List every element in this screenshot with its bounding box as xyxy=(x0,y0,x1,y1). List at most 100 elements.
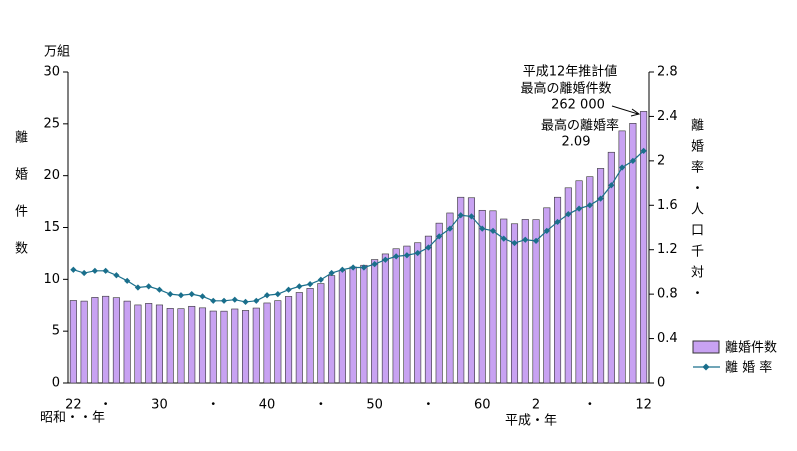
bar xyxy=(328,275,336,384)
y-tick-label: 25 xyxy=(43,116,60,131)
bar xyxy=(607,151,615,384)
rate-marker xyxy=(210,297,217,304)
bar xyxy=(586,176,594,384)
bar xyxy=(198,307,207,384)
y2-tick-label: 1.2 xyxy=(657,242,678,257)
x-tick-label: ・ xyxy=(207,398,220,413)
rate-marker xyxy=(350,264,357,271)
bar xyxy=(500,218,508,384)
bar xyxy=(629,123,637,384)
y2-tick-label: 2.4 xyxy=(657,109,678,124)
rate-marker xyxy=(328,269,335,277)
y2-tick-label: 0 xyxy=(657,376,665,391)
rate-marker xyxy=(91,267,99,274)
rate-marker xyxy=(231,296,238,303)
rate-marker xyxy=(263,292,271,299)
era-label: 昭和・・年 xyxy=(40,411,105,426)
x-tick-label: 2 xyxy=(532,398,540,413)
bar xyxy=(295,292,303,384)
rate-marker xyxy=(306,281,314,288)
x-tick-label: ・ xyxy=(583,398,596,413)
legend-label: 離婚件数 xyxy=(725,341,777,356)
bar xyxy=(166,308,174,384)
bar xyxy=(123,300,131,384)
rate-marker xyxy=(177,292,185,299)
bar xyxy=(371,259,379,384)
rate-marker xyxy=(81,269,88,277)
x-tick-label: 50 xyxy=(366,398,383,413)
rate-marker xyxy=(382,256,389,263)
y-tick-label: 5 xyxy=(52,324,60,339)
rate-marker xyxy=(457,212,464,219)
bar xyxy=(263,302,271,384)
bar xyxy=(306,288,314,384)
rate-marker xyxy=(199,293,206,300)
rate-marker xyxy=(220,297,228,304)
y2-tick-label: 1.6 xyxy=(657,198,678,213)
annotation-arrowhead xyxy=(630,108,641,117)
bar xyxy=(424,235,432,384)
y-tick-label: 30 xyxy=(43,65,60,80)
rate-marker xyxy=(360,264,367,271)
bar xyxy=(392,248,400,384)
bar xyxy=(231,308,239,384)
y-tick-label: 0 xyxy=(52,376,60,391)
rate-marker xyxy=(145,283,152,290)
rate-marker xyxy=(403,252,411,259)
bar xyxy=(155,304,163,384)
bar xyxy=(80,300,88,384)
annotation: 最高の離婚件数 xyxy=(520,81,611,97)
rate-marker xyxy=(124,277,131,284)
bar xyxy=(564,187,572,384)
x-tick-label: ・ xyxy=(99,398,112,413)
rate-marker xyxy=(167,291,174,298)
bar xyxy=(478,209,486,384)
bar xyxy=(177,308,185,384)
bar xyxy=(102,295,110,384)
x-tick-label: ・ xyxy=(314,398,327,413)
bar xyxy=(69,300,77,384)
bar xyxy=(317,283,325,384)
y-axis-label: 離婚件数 xyxy=(12,130,27,278)
rate-marker xyxy=(102,267,109,274)
rate-marker xyxy=(156,286,163,293)
y2-tick-label: 2 xyxy=(657,153,665,168)
y2-tick-label: 2.8 xyxy=(657,65,678,80)
x-tick-label: ・ xyxy=(422,398,435,413)
y2-tick-label: 0.4 xyxy=(657,331,678,346)
legend-marker xyxy=(702,363,710,371)
bar xyxy=(532,219,540,384)
rate-marker xyxy=(134,284,142,291)
bar xyxy=(274,300,282,384)
y-tick-label: 20 xyxy=(43,168,60,183)
rate-marker xyxy=(253,297,260,304)
bar xyxy=(510,223,519,384)
rate-marker xyxy=(242,298,249,306)
y2-tick-label: 0.8 xyxy=(657,287,678,302)
bar xyxy=(597,168,605,384)
rate-marker xyxy=(317,276,324,283)
rate-marker xyxy=(113,272,120,279)
x-tick-label: 12 xyxy=(635,398,652,413)
annotation: 2.09 xyxy=(562,135,591,150)
bar xyxy=(91,297,99,384)
bar xyxy=(414,242,422,384)
annotation: 最高の離婚率 xyxy=(541,118,619,134)
bar xyxy=(618,130,626,384)
y-tick-label: 15 xyxy=(43,220,60,235)
bar xyxy=(446,212,454,384)
bar xyxy=(489,210,497,384)
rate-marker xyxy=(285,286,292,293)
bar xyxy=(145,303,153,384)
bar xyxy=(188,305,196,384)
bar xyxy=(209,310,217,384)
x-tick-label: 30 xyxy=(151,398,168,413)
bar xyxy=(360,264,368,384)
bar xyxy=(521,219,529,384)
annotation-arrow xyxy=(611,105,639,115)
bar xyxy=(435,222,443,384)
annotation: 262 000 xyxy=(551,98,605,113)
annotation: 平成12年推計値 xyxy=(523,64,618,80)
bar xyxy=(134,304,142,384)
